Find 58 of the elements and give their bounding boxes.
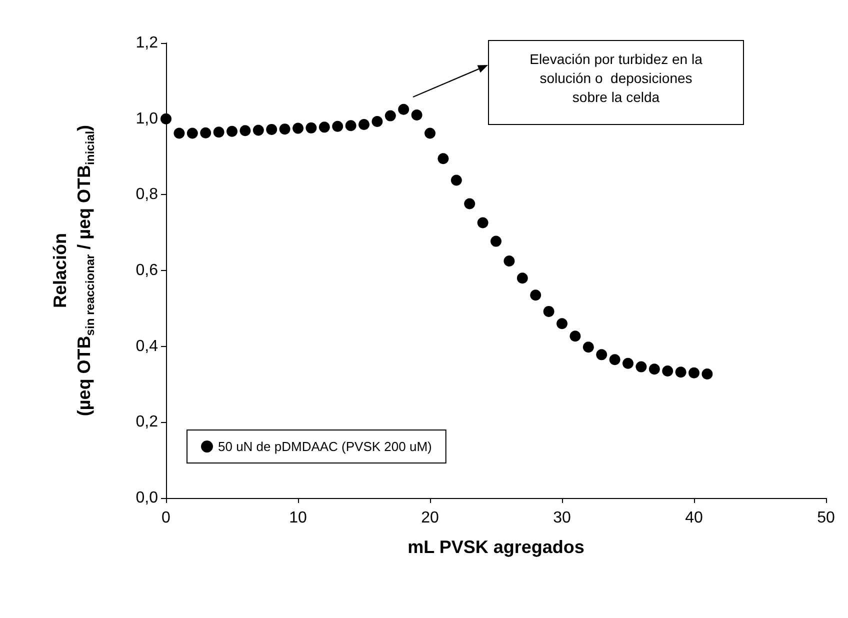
point: [662, 365, 674, 376]
point: [596, 349, 608, 360]
point: [226, 126, 238, 137]
y-tick-label: 0,4: [136, 338, 158, 355]
point: [398, 104, 410, 115]
x-tick-label: 40: [685, 510, 703, 526]
point: [200, 127, 212, 138]
x-axis-title: mL PVSK agregados: [408, 537, 584, 557]
x-tick-label: 30: [553, 510, 571, 526]
point: [279, 124, 290, 135]
point: [292, 122, 304, 134]
y-tick-label: 0,0: [136, 490, 158, 506]
point: [477, 217, 488, 228]
point: [688, 367, 700, 378]
point: [530, 290, 542, 301]
point: [516, 272, 528, 284]
point: [504, 256, 515, 267]
y-tick-label: 1,0: [136, 110, 158, 128]
point: [702, 368, 713, 380]
x-tick-label: 0: [162, 510, 171, 526]
y-tick-label: 0,2: [136, 414, 158, 431]
point: [622, 358, 634, 369]
point: [345, 120, 356, 132]
annotation: Elevación por turbidez en la solución o deposiciones sobre la celda: [528, 50, 704, 107]
point: [424, 128, 436, 139]
point: [490, 236, 502, 247]
point: [450, 174, 462, 186]
point: [464, 198, 476, 210]
point: [582, 342, 594, 353]
point: [570, 330, 581, 342]
point: [358, 119, 370, 130]
point: [240, 125, 251, 136]
point: [556, 318, 568, 330]
point: [174, 128, 185, 139]
legend-label: 50 uN de pDMDAAC (PVSK 200 uM): [218, 439, 432, 454]
point: [609, 354, 620, 366]
x-tick-label: 20: [421, 510, 439, 526]
point: [186, 128, 198, 139]
point: [160, 113, 172, 124]
point: [636, 361, 647, 372]
point: [384, 110, 396, 122]
point: [306, 122, 317, 134]
point: [411, 110, 422, 121]
point: [648, 364, 660, 375]
point: [252, 124, 264, 136]
point: [318, 122, 330, 133]
point: [543, 306, 554, 317]
y-tick-label: 1,2: [136, 34, 158, 52]
point: [675, 366, 686, 378]
y-tick-label: 0,8: [136, 186, 158, 204]
x-tick-label: 10: [289, 510, 307, 526]
point: [266, 124, 278, 135]
y-tick-label: 0,6: [136, 262, 158, 279]
point: [372, 116, 383, 127]
x-tick-label: 50: [817, 510, 835, 526]
point: [213, 126, 224, 138]
point: [332, 120, 344, 132]
point: [438, 153, 449, 164]
